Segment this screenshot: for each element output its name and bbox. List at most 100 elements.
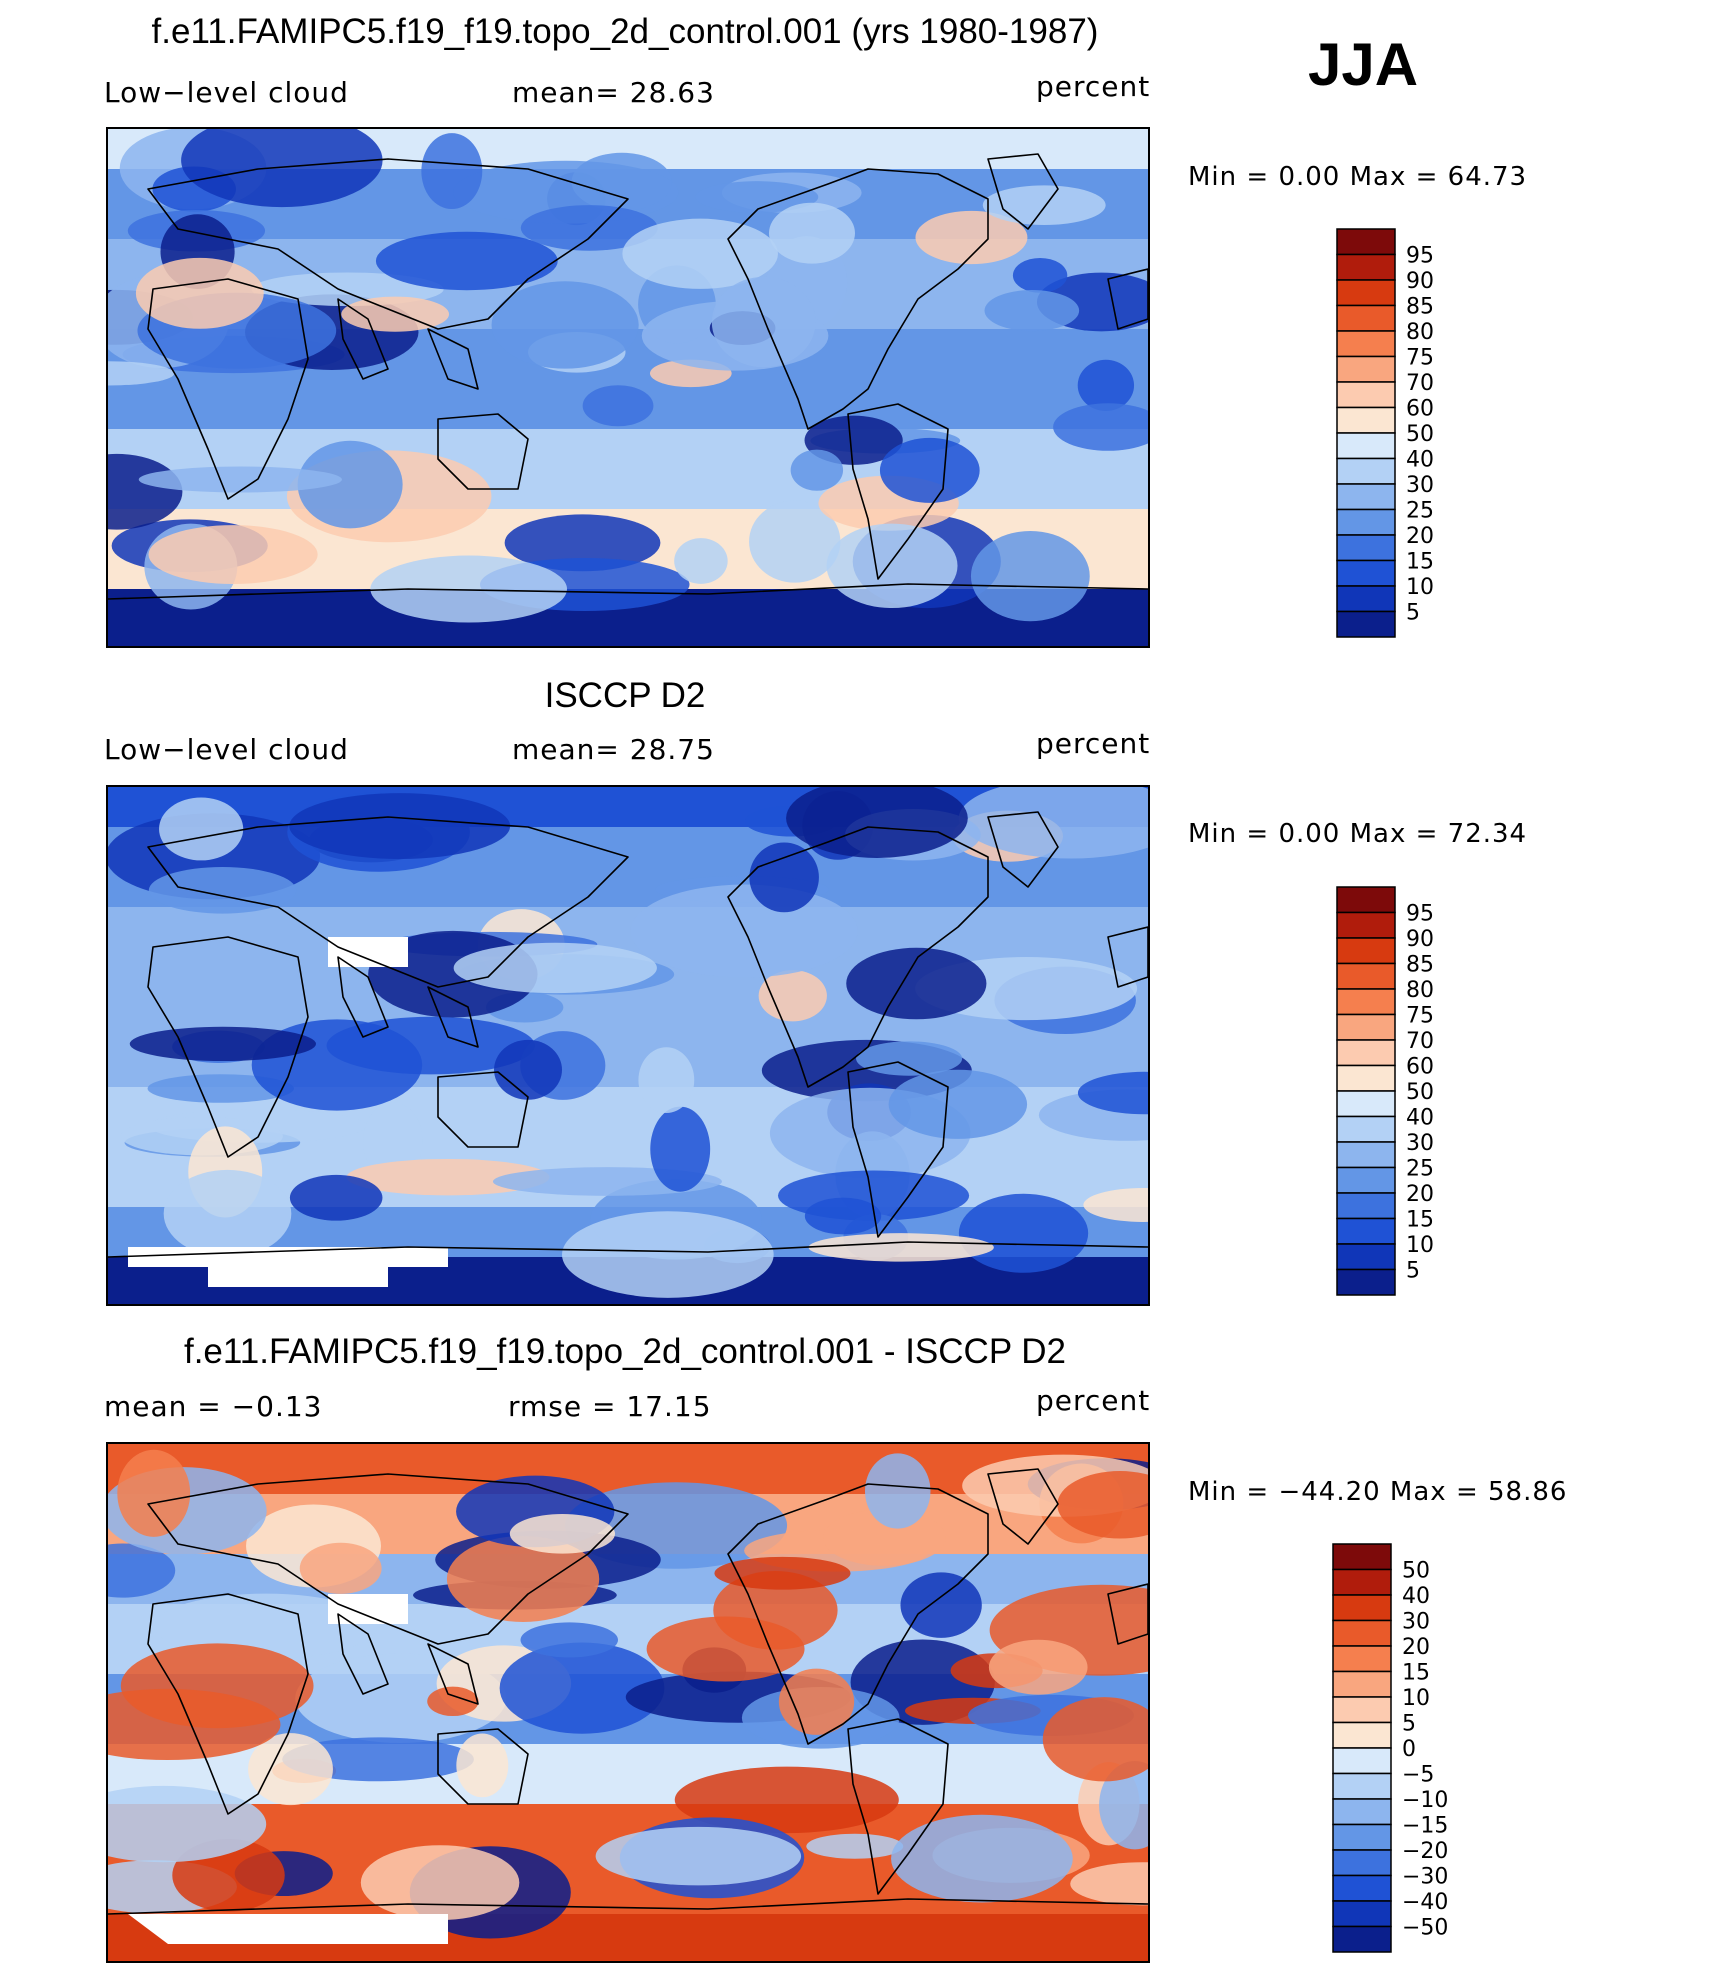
colorbar-tick-label: 90 (1406, 269, 1434, 294)
panel-2-map (106, 785, 1150, 1306)
panel-2-colorbar: 95 90 85 80 75 70 60 50 40 30 25 20 15 10 5 (1336, 886, 1496, 1300)
colorbar-tick-label: 85 (1406, 295, 1434, 320)
colorbar-swatch (1336, 534, 1396, 562)
colorbar-tick-label: −20 (1402, 1839, 1448, 1864)
colorbar-swatch (1332, 1874, 1392, 1902)
colorbar-swatch (1336, 1141, 1396, 1169)
colorbar-tick-label: 30 (1406, 1131, 1434, 1156)
colorbar-tick-label: 20 (1406, 524, 1434, 549)
colorbar-tick-label: 5 (1402, 1712, 1416, 1737)
colorbar-tick-label: 70 (1406, 371, 1434, 396)
colorbar-tick-label: 50 (1406, 422, 1434, 447)
panel-2-field (108, 787, 1148, 1304)
panel-1-title: f.e11.FAMIPC5.f19_f19.topo_2d_control.00… (151, 12, 1099, 51)
colorbar-swatch (1336, 483, 1396, 511)
colorbar-swatch (1336, 911, 1396, 939)
colorbar-swatch (1336, 279, 1396, 307)
colorbar-tick-label: 30 (1402, 1610, 1430, 1635)
panel-3-mean: mean = −0.13 (104, 1390, 323, 1423)
colorbar-swatch (1332, 1747, 1392, 1775)
colorbar-tick-label: 5 (1406, 601, 1420, 626)
colorbar-tick-label: 70 (1406, 1029, 1434, 1054)
panel-3-min-max: Min = −44.20 Max = 58.86 (1188, 1477, 1568, 1507)
colorbar-swatch (1332, 1594, 1392, 1622)
panel-3-title: f.e11.FAMIPC5.f19_f19.topo_2d_control.00… (183, 1332, 1066, 1371)
colorbar-tick-label: 40 (1406, 1106, 1434, 1131)
colorbar-swatch (1332, 1925, 1392, 1953)
colorbar-swatch (1336, 1064, 1396, 1092)
panel-1-map (106, 127, 1150, 648)
colorbar-tick-label: −40 (1402, 1890, 1448, 1915)
colorbar-tick-label: −15 (1402, 1814, 1448, 1839)
panel-1-variable-label: Low−level cloud (104, 76, 349, 109)
panel-3-rmse: rmse = 17.15 (508, 1390, 712, 1423)
colorbar-tick-label: 10 (1406, 1233, 1434, 1258)
colorbar-tick-label: 85 (1406, 953, 1434, 978)
colorbar-swatch (1336, 304, 1396, 332)
colorbar-swatch (1336, 988, 1396, 1016)
colorbar-swatch (1336, 253, 1396, 281)
colorbar-tick-label: 80 (1406, 978, 1434, 1003)
colorbar-tick-label: 75 (1406, 346, 1434, 371)
colorbar-tick-label: 30 (1406, 473, 1434, 498)
colorbar-swatch (1336, 1268, 1396, 1296)
panel-2-variable-label: Low−level cloud (104, 733, 349, 766)
colorbar-tick-label: −10 (1402, 1788, 1448, 1813)
colorbar-tick-label: 15 (1406, 1208, 1434, 1233)
colorbar-tick-label: 20 (1406, 1182, 1434, 1207)
colorbar-swatch (1332, 1721, 1392, 1749)
colorbar-tick-label: 95 (1406, 244, 1434, 269)
colorbar-tick-label: 60 (1406, 1055, 1434, 1080)
panel-2-units: percent (1036, 727, 1151, 760)
colorbar-swatch (1336, 330, 1396, 358)
colorbar-swatch (1336, 610, 1396, 638)
colorbar-swatch (1332, 1543, 1392, 1571)
colorbar-swatch (1336, 1090, 1396, 1118)
colorbar-swatch (1336, 381, 1396, 409)
colorbar-tick-label: 15 (1402, 1661, 1430, 1686)
panel-3-field (108, 1444, 1148, 1961)
colorbar-tick-label: 25 (1406, 499, 1434, 524)
colorbar-tick-label: 40 (1402, 1584, 1430, 1609)
panel-1-colorbar: 95 90 85 80 75 70 60 50 40 30 25 20 15 10 5 (1336, 228, 1496, 642)
colorbar-swatch (1332, 1849, 1392, 1877)
colorbar-swatch (1336, 937, 1396, 965)
colorbar-swatch (1332, 1772, 1392, 1800)
colorbar-swatch (1336, 228, 1396, 256)
panel-1-mean: mean= 28.63 (512, 76, 715, 109)
colorbar-tick-label: 50 (1406, 1080, 1434, 1105)
colorbar-swatch (1332, 1568, 1392, 1596)
colorbar-tick-label: −50 (1402, 1916, 1448, 1941)
colorbar-swatch (1336, 457, 1396, 485)
panel-2-min-max: Min = 0.00 Max = 72.34 (1188, 819, 1528, 849)
colorbar-tick-label: 15 (1406, 550, 1434, 575)
colorbar-tick-label: 80 (1406, 320, 1434, 345)
colorbar-tick-label: 5 (1406, 1259, 1420, 1284)
colorbar-swatch (1332, 1823, 1392, 1851)
colorbar-swatch (1332, 1696, 1392, 1724)
panel-2-mean: mean= 28.75 (512, 733, 715, 766)
colorbar-tick-label: 50 (1402, 1559, 1430, 1584)
colorbar-tick-label: 40 (1406, 448, 1434, 473)
colorbar-swatch (1336, 1243, 1396, 1271)
panel-2-title: ISCCP D2 (544, 676, 706, 715)
panel-3-units: percent (1036, 1384, 1151, 1417)
colorbar-swatch (1336, 585, 1396, 613)
colorbar-swatch (1336, 1217, 1396, 1245)
colorbar-swatch (1332, 1619, 1392, 1647)
colorbar-tick-label: 75 (1406, 1004, 1434, 1029)
colorbar-tick-label: 20 (1402, 1635, 1430, 1660)
colorbar-swatch (1336, 1013, 1396, 1041)
panel-3-colorbar: 50 40 30 20 15 10 5 0 −5 −10 −15 −20 −30 −40 −50 (1332, 1543, 1492, 1957)
panel-1-min-max: Min = 0.00 Max = 64.73 (1188, 162, 1528, 192)
colorbar-tick-label: −5 (1402, 1763, 1434, 1788)
panel-1-field (108, 129, 1148, 646)
colorbar-swatch (1336, 406, 1396, 434)
season-label: JJA (1308, 31, 1419, 98)
colorbar-tick-label: 10 (1402, 1686, 1430, 1711)
panel-3-map (106, 1442, 1150, 1963)
colorbar-tick-label: 95 (1406, 902, 1434, 927)
colorbar-tick-label: 0 (1402, 1737, 1416, 1762)
colorbar-tick-label: 60 (1406, 397, 1434, 422)
colorbar-swatch (1332, 1645, 1392, 1673)
